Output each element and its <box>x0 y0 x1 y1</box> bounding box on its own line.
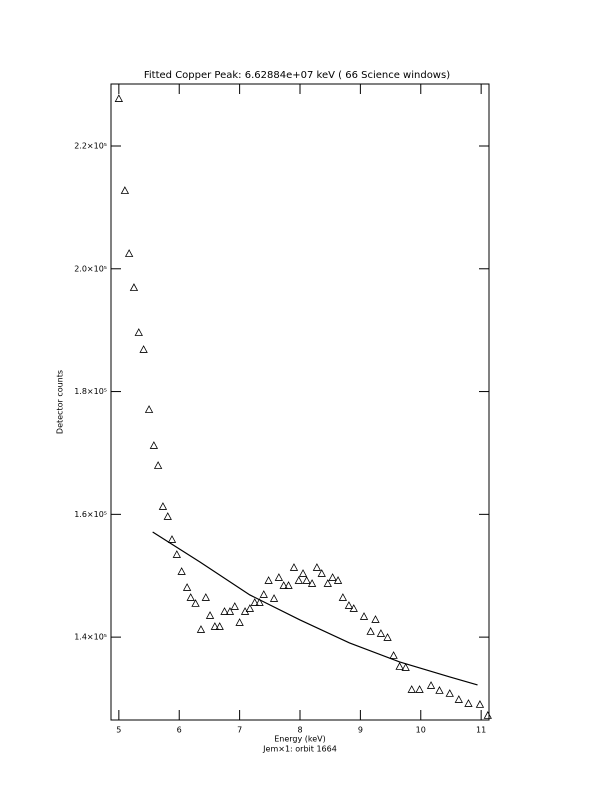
triangle-point <box>163 512 172 520</box>
triangle-point <box>205 611 215 619</box>
triangle-point <box>426 681 436 689</box>
x-tick-label: 5 <box>116 726 121 735</box>
triangle-point <box>475 700 485 708</box>
subtitle: Jem×1: orbit 1664 <box>262 745 337 754</box>
y-tick-label: 2.0×10⁵ <box>74 264 107 273</box>
triangle-point <box>259 590 268 598</box>
triangle-point <box>235 618 244 626</box>
y-tick-label: 1.6×10⁵ <box>74 510 107 519</box>
triangle-point <box>153 461 163 469</box>
triangle-point <box>149 441 159 449</box>
triangle-point <box>298 569 308 577</box>
triangle-point <box>383 633 392 641</box>
triangle-point <box>177 567 186 575</box>
triangle-point <box>284 581 293 589</box>
triangle-point <box>366 627 375 635</box>
triangle-point <box>279 581 288 589</box>
triangle-point <box>307 579 317 587</box>
x-tick-label: 7 <box>237 726 242 735</box>
y-tick-label: 1.4×10⁵ <box>74 633 107 642</box>
triangle-point <box>359 612 369 620</box>
triangle-point <box>349 604 358 612</box>
triangle-point <box>333 576 343 584</box>
triangle-point <box>395 662 404 670</box>
y-tick-label: 1.8×10⁵ <box>74 387 107 396</box>
triangle-point <box>245 604 255 612</box>
triangle-point <box>464 699 473 707</box>
triangle-point <box>445 689 454 697</box>
triangle-point <box>269 594 279 602</box>
triangle-point <box>120 186 130 194</box>
triangle-point <box>323 579 332 587</box>
triangle-point <box>167 535 177 543</box>
triangle-point <box>483 711 492 719</box>
triangle-point <box>225 607 235 615</box>
triangle-point <box>407 685 416 693</box>
triangle-point <box>294 576 303 584</box>
triangle-point <box>401 663 410 671</box>
y-axis-label: Detector counts <box>56 370 65 434</box>
x-tick-label: 11 <box>476 726 486 735</box>
triangle-point <box>124 249 134 257</box>
x-axis-label: Energy (keV) <box>274 735 326 744</box>
triangle-point <box>129 283 139 291</box>
triangle-point <box>328 573 337 581</box>
triangle-point <box>255 598 264 606</box>
triangle-point <box>182 583 192 591</box>
triangle-point <box>435 686 444 694</box>
triangle-point <box>264 576 273 584</box>
triangle-point <box>338 593 348 601</box>
triangle-point <box>158 502 168 510</box>
triangle-point <box>312 563 322 571</box>
triangle-point <box>274 573 284 581</box>
x-tick-label: 6 <box>177 726 182 735</box>
y-tick-label: 2.2×10⁵ <box>74 142 107 151</box>
triangle-point <box>344 601 354 609</box>
triangle-point <box>289 563 299 571</box>
chart-title: Fitted Copper Peak: 6.62884e+07 keV ( 66… <box>144 70 450 81</box>
triangle-point <box>186 593 195 601</box>
triangle-point <box>220 607 229 615</box>
triangle-point <box>415 685 424 693</box>
triangle-point <box>134 328 143 336</box>
triangle-point <box>371 615 380 623</box>
triangle-point <box>201 593 210 601</box>
triangle-point <box>376 629 386 637</box>
x-tick-label: 10 <box>416 726 426 735</box>
triangle-point <box>139 345 148 353</box>
x-tick-label: 9 <box>358 726 363 735</box>
fit-line <box>152 531 478 686</box>
triangle-point <box>250 598 259 606</box>
x-tick-label: 8 <box>297 726 302 735</box>
triangle-point <box>144 405 154 413</box>
triangle-point <box>215 622 224 630</box>
triangle-point <box>210 622 220 630</box>
triangle-point <box>191 599 200 607</box>
triangle-point <box>230 602 239 610</box>
triangle-point <box>114 94 124 102</box>
triangle-point <box>302 576 311 584</box>
triangle-point <box>196 625 206 633</box>
triangle-point <box>454 695 463 703</box>
plot-frame <box>110 83 490 721</box>
triangle-point <box>172 550 181 558</box>
triangle-point <box>317 569 326 577</box>
triangle-point <box>389 651 398 659</box>
